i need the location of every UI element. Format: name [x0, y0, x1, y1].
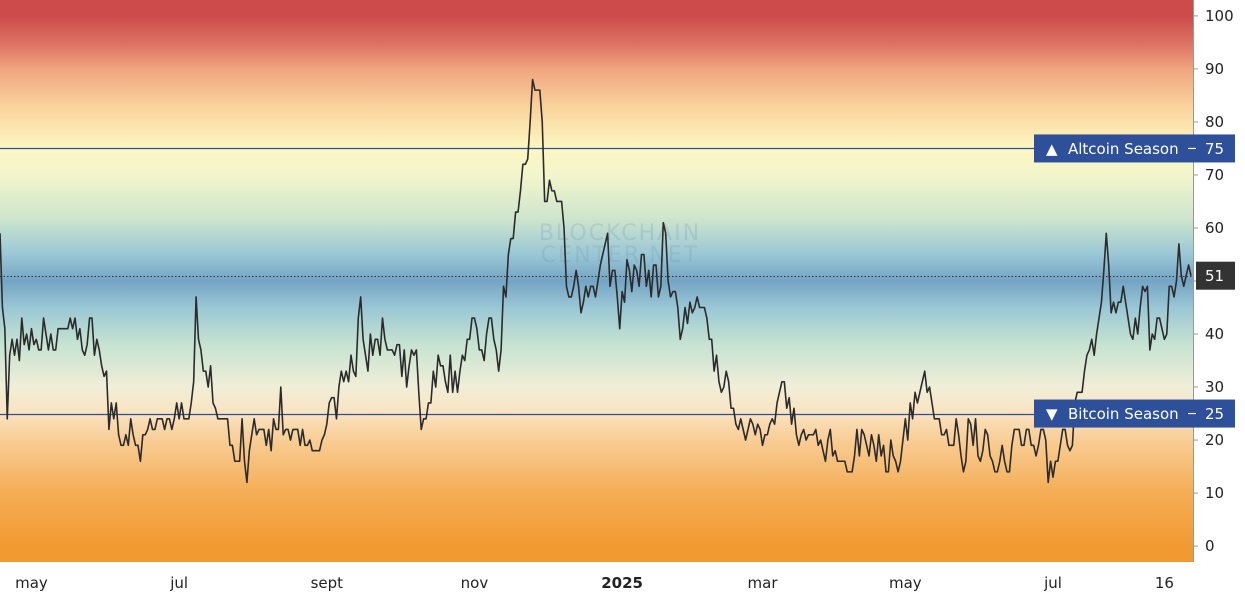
- y-tick-label: 10: [1205, 484, 1224, 502]
- threshold-badge-label: Bitcoin Season: [1068, 405, 1179, 423]
- plot-background: [0, 0, 1193, 562]
- x-tick-label: jul: [169, 574, 188, 592]
- threshold-badge-box: [1034, 399, 1235, 428]
- threshold-badge: ▲ Altcoin Season 75: [1034, 134, 1235, 163]
- x-axis-background: [0, 562, 1245, 596]
- x-tick-label: 16: [1155, 574, 1174, 592]
- watermark-text: CENTER.NET: [541, 243, 699, 268]
- threshold-lines: [0, 147, 1193, 416]
- x-tick-label: mar: [748, 574, 779, 592]
- y-tick-label: 100: [1205, 7, 1234, 25]
- y-axis-ticks: 0102030405060708090100: [1193, 7, 1234, 555]
- threshold-badge-value: 25: [1205, 405, 1224, 423]
- y-axis-background: [1193, 0, 1245, 596]
- watermark-text: BLOCKCHAIN: [539, 221, 701, 246]
- x-axis-ticks: may jul sept nov 2025 mar may jul 16: [15, 574, 1174, 592]
- y-tick-label: 40: [1205, 325, 1224, 343]
- current-value-label: 51: [1205, 267, 1224, 285]
- x-tick-label: 2025: [601, 574, 643, 592]
- y-tick-label: 0: [1205, 537, 1215, 555]
- x-tick-label: jul: [1043, 574, 1062, 592]
- x-tick-label: sept: [311, 574, 344, 592]
- y-tick-label: 90: [1205, 60, 1224, 78]
- y-tick-label: 20: [1205, 431, 1224, 449]
- badge-arrow-icon: ▲: [1046, 140, 1058, 158]
- badge-arrow-icon: ▼: [1046, 405, 1058, 423]
- y-tick-label: 70: [1205, 166, 1224, 184]
- threshold-badge-value: 75: [1205, 140, 1224, 158]
- value-badges: ▲ Altcoin Season 75 ▼ Bitcoin Season 25 51: [1034, 134, 1235, 428]
- x-tick-label: nov: [461, 574, 489, 592]
- threshold-badge-label: Altcoin Season: [1068, 140, 1179, 158]
- series-line: [0, 78, 1192, 484]
- current-value-badge: 51: [1196, 261, 1235, 290]
- y-tick-label: 30: [1205, 378, 1224, 396]
- x-tick-label: may: [889, 574, 922, 592]
- current-value-box: [1196, 261, 1235, 290]
- x-tick-label: may: [15, 574, 48, 592]
- threshold-badge-box: [1034, 134, 1235, 163]
- y-tick-label: 60: [1205, 219, 1224, 237]
- threshold-badge: ▼ Bitcoin Season 25: [1034, 399, 1235, 428]
- y-tick-label: 80: [1205, 113, 1224, 131]
